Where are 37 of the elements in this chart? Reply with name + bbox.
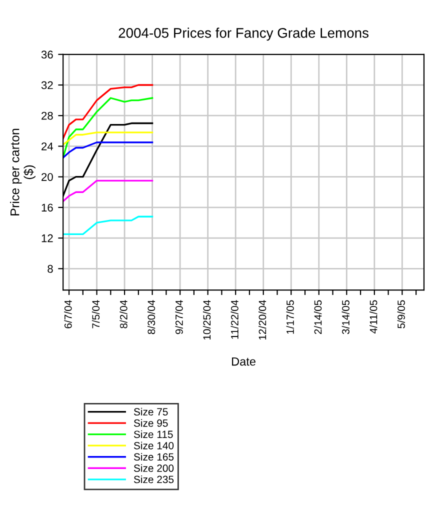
x-tick-label: 10/25/04 <box>202 300 211 340</box>
x-tick-label: 3/14/05 <box>342 300 350 334</box>
y-tick-label: 24 <box>42 142 54 150</box>
x-tick-label: 5/9/05 <box>397 300 405 328</box>
x-tick-label: 12/20/04 <box>258 300 266 340</box>
x-tick-label: 1/17/05 <box>286 300 294 334</box>
x-axis-title: Date <box>232 357 256 366</box>
x-tick-label: 8/30/04 <box>147 300 156 334</box>
y-tick-label: 36 <box>41 50 53 59</box>
x-tick-label: 9/27/04 <box>175 300 183 334</box>
chart-title: 2004-05 Prices for Fancy Grade Lemons <box>118 28 368 41</box>
line-series <box>63 180 154 202</box>
legend-label: Size 200 <box>134 464 174 472</box>
y-tick-label: 16 <box>42 204 53 212</box>
x-tick-label: 2/14/05 <box>314 300 322 334</box>
x-tick-label: 11/22/04 <box>230 300 238 339</box>
legend-label: Size 235 <box>134 476 174 484</box>
line-series <box>63 216 154 236</box>
y-tick-label: 12 <box>42 234 53 242</box>
x-tick-label: 4/11/05 <box>370 300 378 334</box>
legend-label: Size 115 <box>134 430 173 438</box>
y-tick-label: 8 <box>48 264 53 273</box>
y-tick-label: 32 <box>41 81 53 90</box>
line-series <box>63 97 154 159</box>
line-series <box>63 84 154 140</box>
y-tick-label: 28 <box>42 112 53 120</box>
x-tick-label: 7/5/04 <box>92 300 100 328</box>
legend-label: Size 165 <box>134 452 174 461</box>
x-tick-label: 6/7/04 <box>64 300 72 328</box>
legend-label: Size 95 <box>134 419 168 427</box>
x-tick-label: 8/2/04 <box>120 300 128 328</box>
line-series <box>63 142 154 159</box>
y-axis-title: Price per carton ($) <box>10 128 36 216</box>
legend-label: Size 140 <box>134 442 174 450</box>
y-tick-label: 20 <box>42 173 53 181</box>
line-series <box>63 132 154 146</box>
legend-label: Size 75 <box>134 408 168 416</box>
